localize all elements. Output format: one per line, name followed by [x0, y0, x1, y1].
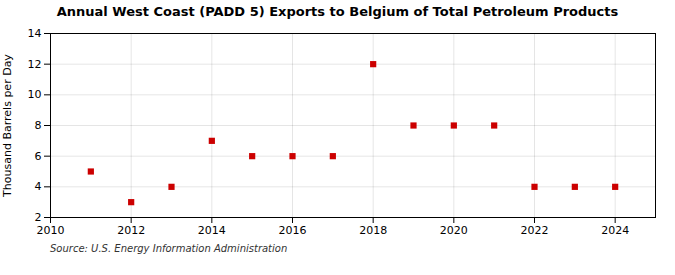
html-text:Source: U.S. Energy Informatio: Source: U.S. Energy Information Administ… [50, 243, 288, 254]
svg-text:10: 10 [28, 88, 42, 101]
svg-text:8: 8 [35, 119, 42, 132]
svg-text:14: 14 [28, 27, 42, 40]
svg-text:2018: 2018 [359, 224, 387, 237]
svg-text:12: 12 [28, 58, 42, 71]
svg-text:2024: 2024 [601, 224, 629, 237]
svg-text:2: 2 [35, 211, 42, 224]
svg-text:2012: 2012 [117, 224, 145, 237]
svg-text:2016: 2016 [279, 224, 307, 237]
svg-text:2010: 2010 [37, 224, 65, 237]
svg-text:2022: 2022 [521, 224, 549, 237]
svg-text:Thousand Barrels per Day: Thousand Barrels per Day [1, 54, 14, 198]
svg-text:2020: 2020 [440, 224, 468, 237]
svg-text:2014: 2014 [198, 224, 226, 237]
svg-text:6: 6 [35, 150, 42, 163]
html-text:Annual West Coast (PADD 5) Exp: Annual West Coast (PADD 5) Exports to Be… [56, 4, 619, 19]
svg-text:4: 4 [35, 180, 42, 193]
